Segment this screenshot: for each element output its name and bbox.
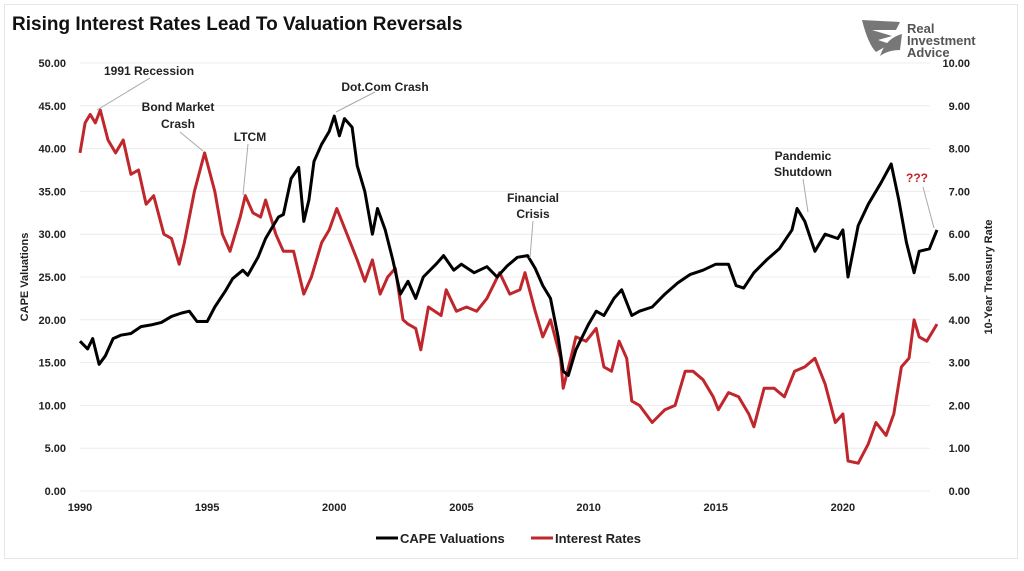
y2-tick-label: 3.00 (949, 358, 970, 370)
gridlines (80, 62, 930, 492)
right-axis-ticks: 0.00 1.00 2.00 3.00 4.00 5.00 6.00 7.00 8.00 9.00… (942, 58, 970, 498)
annotation-leader (179, 131, 204, 152)
y2-tick-label: 0.00 (949, 486, 970, 498)
logo: Real Investment Advice (862, 20, 976, 60)
eagle-logo-icon (862, 20, 902, 56)
annotation-1991-recession: 1991 Recession (104, 64, 194, 78)
annotation-bond-market: Bond Market (142, 100, 215, 114)
chart-title: Rising Interest Rates Lead To Valuation … (12, 14, 463, 35)
annotation-pandemic: Pandemic (775, 149, 832, 163)
cape-valuations-line (78, 114, 939, 377)
y-tick-label: 40.00 (38, 144, 66, 156)
y-tick-label: 30.00 (38, 229, 66, 241)
y2-tick-label: 6.00 (949, 229, 970, 241)
y-tick-label: 0.00 (45, 486, 66, 498)
annotation-financial: Financial (507, 191, 559, 205)
annotation-leader (335, 91, 376, 113)
annotation-dotcom-crash: Dot.Com Crash (341, 80, 428, 94)
y-tick-label: 45.00 (38, 101, 66, 113)
x-tick-label: 2000 (322, 502, 346, 514)
legend-label-rates: Interest Rates (555, 531, 641, 546)
logo-text-3: Advice (907, 45, 950, 60)
interest-rates-line (78, 108, 939, 465)
series-group (78, 108, 939, 465)
annotation-leader (529, 220, 534, 259)
annotations (96, 77, 935, 259)
y2-tick-label: 8.00 (949, 144, 970, 156)
left-axis-label: CAPE Valuations (19, 233, 31, 322)
y-tick-label: 50.00 (38, 58, 66, 70)
legend: CAPE Valuations Interest Rates (376, 531, 641, 546)
x-tick-label: 1995 (195, 502, 219, 514)
y2-tick-label: 7.00 (949, 186, 970, 198)
annotation-leader (802, 178, 809, 213)
annotation-crisis: Crisis (516, 207, 550, 221)
logo-text-2: Investment (907, 33, 976, 48)
y-tick-label: 15.00 (38, 358, 66, 370)
y2-tick-label: 9.00 (949, 101, 970, 113)
y2-tick-label: 2.00 (949, 400, 970, 412)
y-tick-label: 20.00 (38, 315, 66, 327)
x-tick-label: 1990 (68, 502, 92, 514)
x-tick-label: 2020 (831, 502, 855, 514)
left-axis-ticks: 0.00 5.00 10.00 15.00 20.00 25.00 30.00 35.00 40… (38, 58, 66, 498)
y-tick-label: 5.00 (45, 443, 66, 455)
annotation-crash: Crash (161, 117, 195, 131)
y2-tick-label: 10.00 (942, 58, 970, 70)
y2-tick-label: 1.00 (949, 443, 970, 455)
x-tick-label: 2015 (704, 502, 728, 514)
annotation-leader (922, 186, 935, 229)
y-tick-label: 25.00 (38, 272, 66, 284)
y-tick-label: 35.00 (38, 186, 66, 198)
chart-frame (4, 4, 1018, 559)
y2-tick-label: 5.00 (949, 272, 970, 284)
x-tick-label: 2005 (449, 502, 473, 514)
annotation-shutdown: Shutdown (774, 165, 832, 179)
annotation-leader (96, 77, 151, 111)
right-axis-label: 10-Year Treasury Rate (983, 220, 995, 335)
x-tick-label: 2010 (576, 502, 600, 514)
annotation-ltcm: LTCM (234, 130, 266, 144)
x-axis-ticks: 1990 1995 2000 2005 2010 2015 2020 (68, 502, 855, 514)
logo-text-1: Real (907, 21, 934, 36)
legend-label-cape: CAPE Valuations (400, 531, 505, 546)
y2-tick-label: 4.00 (949, 315, 970, 327)
annotation-question: ??? (906, 171, 928, 185)
y-tick-label: 10.00 (38, 400, 66, 412)
annotation-leader (242, 143, 249, 196)
